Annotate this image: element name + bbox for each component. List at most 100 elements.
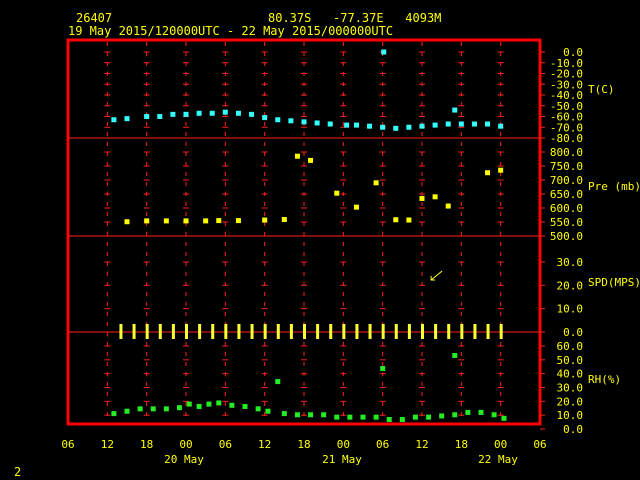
x-tick-label: 18 — [455, 438, 468, 451]
temperature-point — [445, 121, 451, 127]
y-tick-label: 600.0 — [550, 202, 583, 215]
humidity-point — [426, 414, 432, 420]
humidity-point — [399, 417, 405, 423]
panel-title: Pre (mb) — [588, 180, 640, 193]
temperature-point — [301, 119, 307, 125]
calm-wind-marker — [224, 324, 228, 339]
x-tick-label: 00 — [179, 438, 192, 451]
x-tick-label: 12 — [258, 438, 271, 451]
y-tick-label: 50.0 — [557, 354, 584, 367]
wind-arrow — [430, 270, 443, 281]
calm-wind-marker — [421, 324, 424, 339]
humidity-point — [452, 352, 458, 358]
y-tick-label: 40.0 — [557, 368, 584, 381]
temperature-point — [170, 111, 176, 117]
pressure-point — [163, 218, 169, 224]
temperature-point — [222, 109, 228, 115]
calm-wind-marker — [263, 324, 267, 339]
pressure-point — [485, 170, 491, 176]
humidity-point — [163, 406, 169, 412]
humidity-point — [281, 411, 287, 417]
humidity-point — [111, 411, 117, 417]
date-label: 20 May — [164, 453, 204, 466]
humidity-point — [229, 402, 235, 408]
x-tick-label: 18 — [140, 438, 153, 451]
x-tick-label: 00 — [494, 438, 507, 451]
y-tick-label: -50.0 — [550, 100, 583, 113]
calm-wind-marker — [394, 324, 398, 339]
pressure-point — [124, 219, 130, 225]
pressure-point — [144, 218, 150, 224]
y-tick-label: 60.0 — [557, 340, 584, 353]
temperature-point — [393, 125, 399, 131]
humidity-point — [380, 366, 386, 372]
temperature-point — [314, 120, 320, 126]
calm-wind-marker — [447, 324, 451, 339]
temperature-point — [419, 123, 425, 129]
y-tick-label: 750.0 — [550, 160, 583, 173]
humidity-point — [186, 401, 192, 407]
y-tick-label: 20.0 — [557, 279, 584, 292]
y-tick-label: 500.0 — [550, 230, 583, 243]
calm-wind-marker — [303, 324, 306, 339]
temperature-point — [144, 114, 150, 119]
temperature-point — [452, 107, 458, 113]
y-tick-label: 800.0 — [550, 146, 583, 159]
calm-wind-marker — [289, 324, 293, 339]
temperature-point — [288, 118, 294, 124]
humidity-point — [176, 405, 182, 411]
y-tick-label: 30.0 — [557, 382, 584, 395]
pressure-point — [308, 157, 314, 163]
humidity-point — [196, 403, 202, 409]
x-tick-label: 12 — [415, 438, 428, 451]
calm-wind-marker — [342, 324, 346, 339]
humidity-point — [137, 406, 143, 412]
calm-wind-marker — [499, 324, 503, 339]
humidity-point — [465, 409, 471, 415]
humidity-point — [150, 406, 156, 412]
y-tick-label: 0.0 — [563, 423, 583, 436]
calm-wind-marker — [119, 324, 123, 339]
y-tick-label: 650.0 — [550, 188, 583, 201]
y-tick-label: 550.0 — [550, 216, 583, 229]
calm-wind-marker — [250, 324, 254, 339]
pressure-point — [432, 194, 438, 200]
pressure-point — [334, 190, 340, 196]
panel-title: SPD(MPS) — [588, 276, 640, 289]
pressure-point — [281, 216, 287, 222]
x-tick-label: 12 — [101, 438, 114, 451]
humidity-point — [294, 412, 300, 418]
temperature-point — [275, 117, 281, 123]
calm-wind-marker — [185, 324, 188, 339]
humidity-point — [452, 412, 458, 418]
y-tick-label: 10.0 — [557, 303, 584, 316]
pressure-point — [216, 218, 222, 224]
temperature-point — [458, 121, 464, 127]
temperature-point — [353, 122, 359, 128]
humidity-point — [124, 408, 130, 414]
temperature-point — [327, 121, 333, 127]
temperature-point — [249, 111, 255, 117]
calm-wind-marker — [407, 324, 411, 339]
temperature-point — [111, 117, 117, 123]
calm-wind-marker — [329, 324, 333, 339]
calm-wind-marker — [355, 324, 359, 339]
y-tick-label: -30.0 — [550, 78, 583, 91]
calm-wind-marker — [486, 324, 490, 339]
wind-arrow-shaft — [430, 270, 443, 281]
humidity-point — [478, 409, 484, 415]
humidity-point — [347, 414, 353, 420]
y-tick-label: -40.0 — [550, 89, 583, 102]
calm-wind-marker — [198, 324, 202, 339]
calm-wind-marker — [368, 324, 372, 339]
humidity-point — [242, 403, 248, 409]
humidity-point — [501, 415, 507, 421]
temperature-point — [209, 110, 215, 116]
humidity-point — [275, 379, 281, 385]
y-tick-label: -10.0 — [550, 57, 583, 70]
pressure-point — [262, 217, 268, 223]
humidity-point — [334, 414, 340, 420]
y-tick-label: 0.0 — [563, 326, 583, 339]
panel-title: T(C) — [588, 83, 615, 96]
temperature-point — [183, 111, 189, 117]
